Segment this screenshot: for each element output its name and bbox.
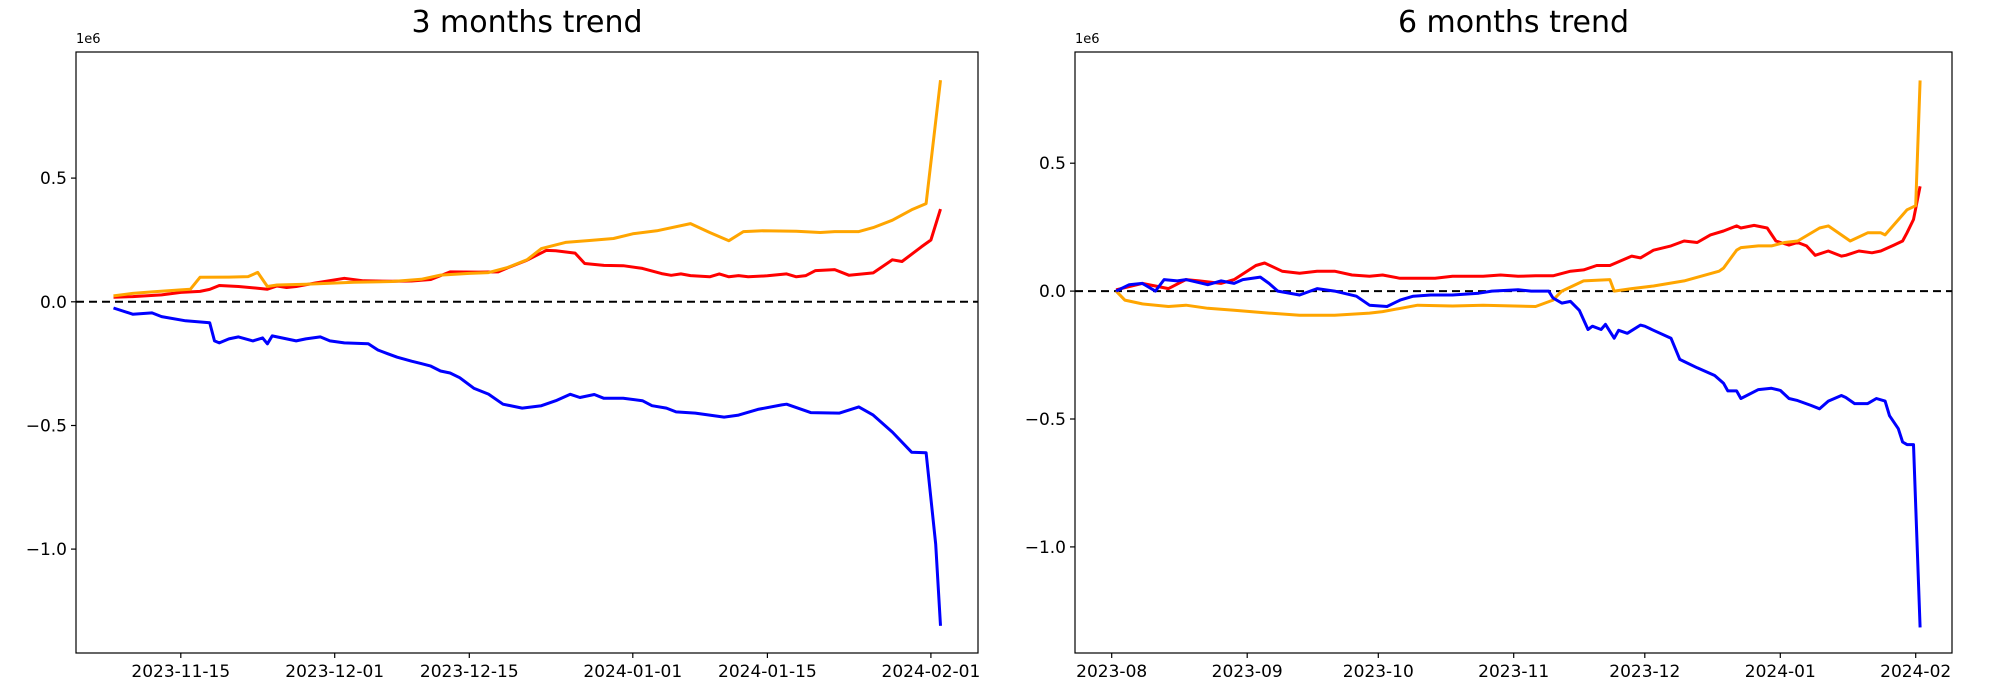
y-tick-label: −0.5	[26, 417, 67, 437]
chart-title-6-months: 6 months trend	[1397, 5, 1630, 40]
x-tick-label: 2023-11	[1478, 662, 1549, 682]
series-blue-line	[113, 306, 942, 626]
y-tick-label: −0.5	[1025, 410, 1066, 430]
x-tick-label: 2023-12	[1609, 662, 1680, 682]
x-tick-label: 2023-12-15	[420, 662, 519, 682]
series-blue-line	[1115, 275, 1922, 628]
x-tick-label: 2024-01-15	[718, 662, 817, 682]
axes-spine	[1074, 51, 1953, 654]
y-axis-offset-label-right: 1e6	[1075, 32, 1100, 47]
series-red-line	[1115, 186, 1922, 292]
x-tick-label: 2024-01	[1745, 662, 1816, 682]
x-tick-label: 2024-01-01	[583, 662, 682, 682]
x-tick-label: 2023-12-01	[285, 662, 384, 682]
x-tick-label: 2023-11-15	[131, 662, 230, 682]
x-tick-label: 2023-09	[1212, 662, 1283, 682]
y-tick-label: 0.5	[40, 169, 67, 189]
series-red-line	[113, 208, 942, 299]
y-tick-label: −1.0	[26, 540, 67, 560]
y-axis-offset-label-left: 1e6	[76, 32, 101, 47]
y-tick-label: 0.0	[40, 293, 67, 313]
chart-0: 2023-11-15 2023-12-01 2023-12-15 2024-01-01…	[26, 51, 981, 682]
x-tick-label: 2024-02	[1880, 662, 1951, 682]
series-orange-line	[113, 80, 942, 298]
chart-1: 2023-08 2023-09 2023-10 2023-11 2023-12 2024-…	[1025, 51, 1953, 682]
x-tick-label: 2023-10	[1343, 662, 1414, 682]
series-orange-line	[1115, 80, 1922, 317]
y-tick-label: 0.0	[1039, 282, 1066, 302]
axes-spine	[75, 51, 979, 654]
x-tick-label: 2024-02-01	[882, 662, 981, 682]
y-tick-label: −1.0	[1025, 538, 1066, 558]
chart-title-3-months: 3 months trend	[411, 5, 643, 40]
y-tick-label: 0.5	[1039, 154, 1066, 174]
x-tick-label: 2023-08	[1076, 662, 1147, 682]
